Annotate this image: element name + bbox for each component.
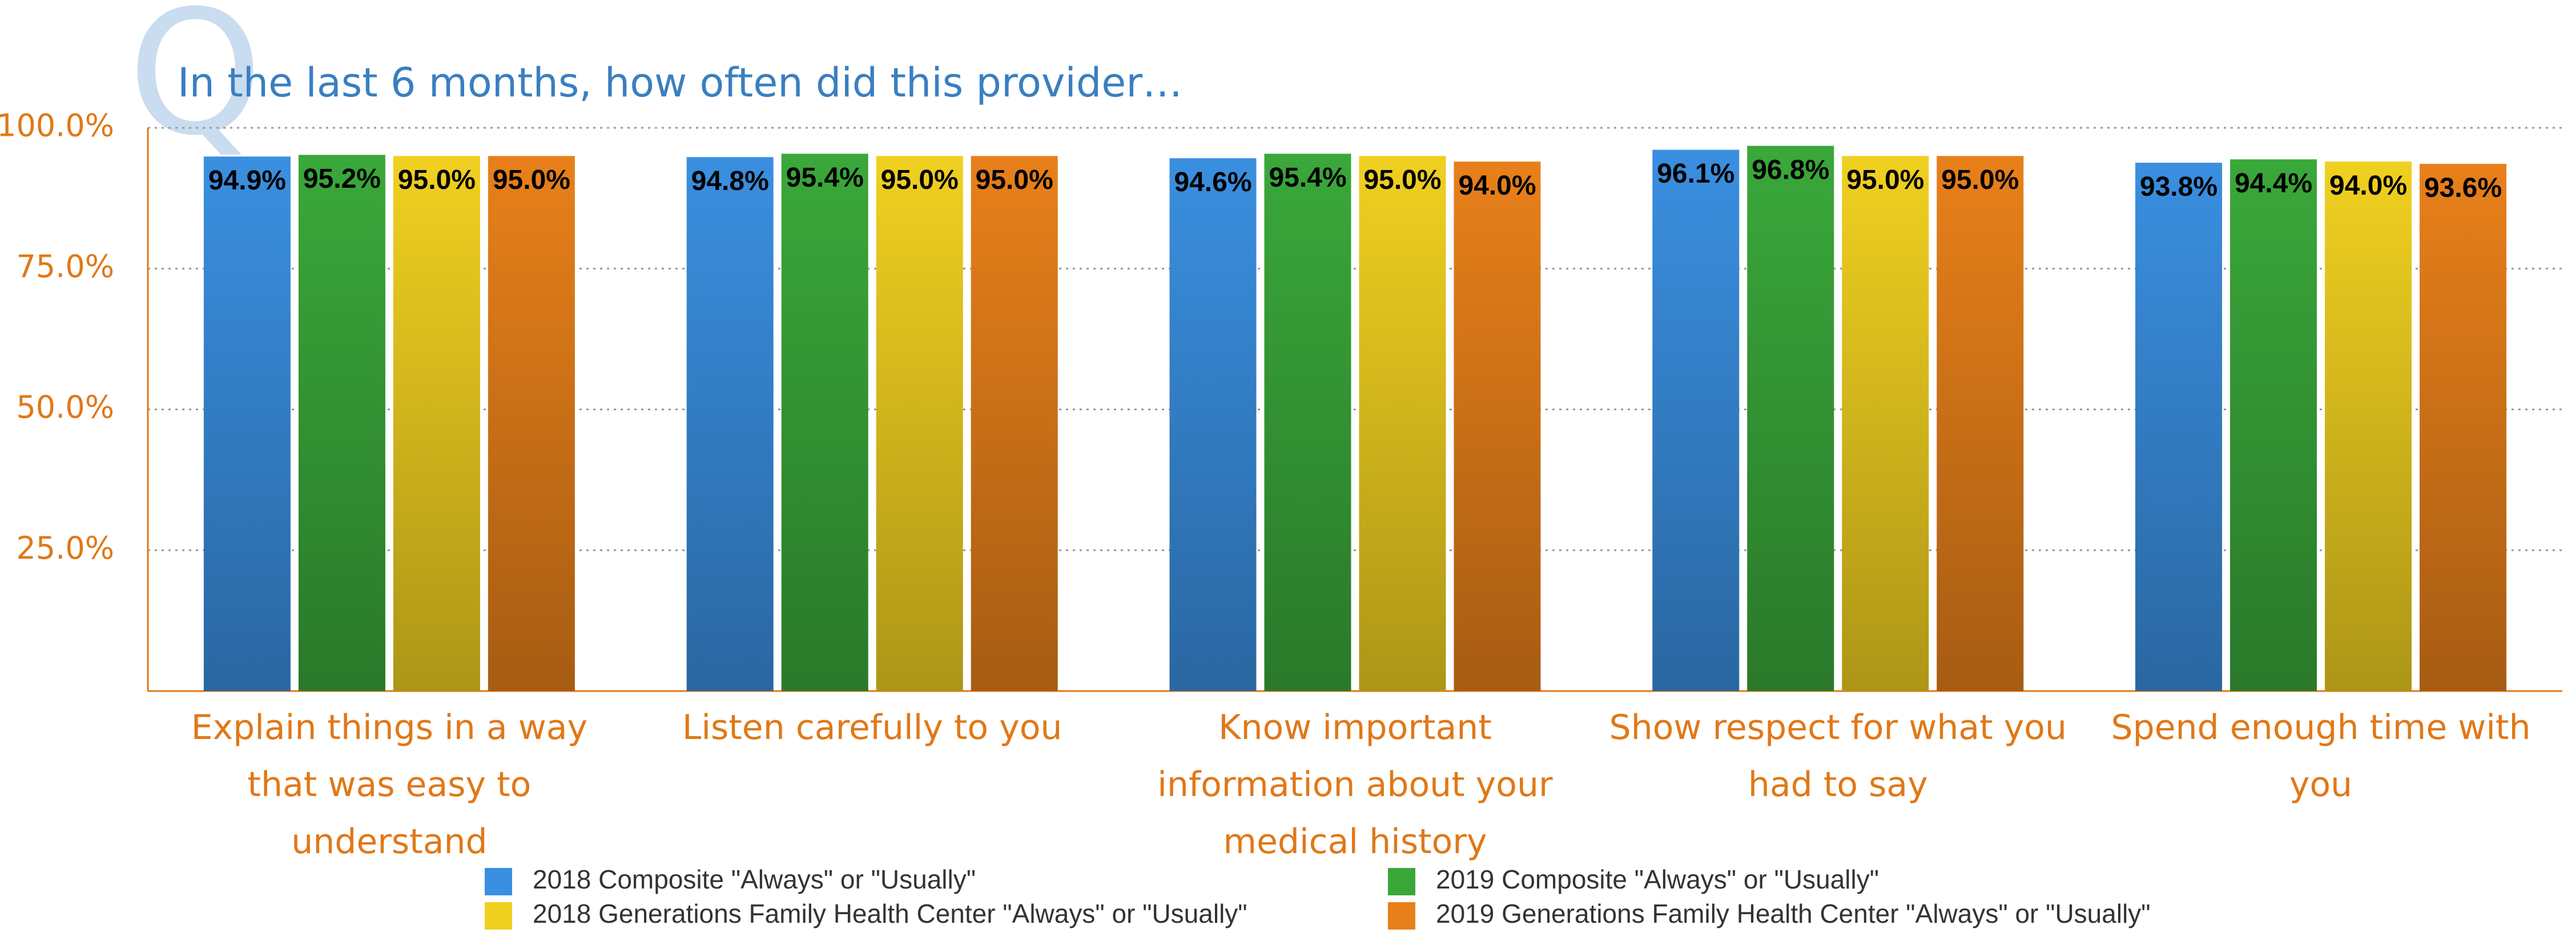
x-tick-label: Listen carefully to you	[682, 708, 1062, 748]
x-tick-label: Show respect for what you had to say	[1609, 708, 2067, 805]
bar-shade	[1454, 161, 1541, 692]
y-tick-label: 100.0%	[0, 108, 114, 144]
data-label: 95.0%	[976, 165, 1053, 195]
legend-label: 2018 Generations Family Health Center "A…	[533, 899, 1247, 928]
bar-shade	[2420, 164, 2507, 692]
bar-shade	[393, 156, 480, 692]
data-label: 95.0%	[398, 165, 476, 195]
x-tick-label: Know important information about your me…	[1157, 708, 1553, 862]
bar-shade	[488, 156, 575, 692]
bar-shade	[1169, 158, 1257, 692]
data-label: 95.4%	[1269, 163, 1346, 193]
data-label: 95.0%	[1846, 165, 1924, 195]
data-label: 95.0%	[493, 165, 570, 195]
bar-shade	[2325, 161, 2412, 692]
legend-label: 2018 Composite "Always" or "Usually"	[533, 865, 976, 894]
legend-label: 2019 Generations Family Health Center "A…	[1436, 899, 2151, 928]
data-label: 93.8%	[2140, 172, 2217, 202]
data-label: 94.6%	[1174, 167, 1251, 197]
y-tick-label: 50.0%	[16, 389, 114, 425]
data-label: 95.4%	[786, 163, 864, 193]
legend-swatch-color	[485, 868, 512, 895]
data-label: 95.0%	[1363, 165, 1441, 195]
bar-shade	[1747, 146, 1834, 692]
legend-swatch-color	[1388, 868, 1415, 895]
data-label: 94.0%	[2329, 171, 2407, 201]
bar-shade	[2135, 163, 2223, 692]
chart-title: In the last 6 months, how often did this…	[178, 59, 1182, 106]
data-label: 95.2%	[303, 164, 381, 194]
data-label: 94.0%	[1458, 171, 1536, 201]
data-label: 94.9%	[208, 165, 286, 196]
bar-shade	[1359, 156, 1446, 692]
bar-shade	[1652, 150, 1740, 691]
y-tick-label: 75.0%	[16, 248, 114, 284]
bar-shade	[1264, 154, 1351, 692]
bar-shade	[876, 156, 963, 692]
bar-shade	[781, 154, 868, 692]
data-label: 95.0%	[1941, 165, 2019, 195]
bar-shade	[1937, 156, 2024, 692]
data-label: 96.8%	[1752, 155, 1829, 185]
data-label: 95.0%	[881, 165, 959, 195]
legend-swatch-color	[1388, 902, 1415, 930]
watermark: Q	[128, 0, 263, 173]
bar-shade	[203, 156, 291, 691]
bar-shade	[686, 157, 774, 692]
bar-shade	[2230, 159, 2317, 692]
legend-label: 2019 Composite "Always" or "Usually"	[1436, 865, 1879, 894]
bar-shade	[971, 156, 1058, 692]
y-tick-label: 25.0%	[16, 530, 114, 566]
data-label: 93.6%	[2424, 173, 2502, 203]
x-tick-label: Spend enough time with you	[2111, 708, 2531, 805]
x-tick-label: Explain things in a way that was easy to…	[191, 708, 588, 862]
bar-shade	[1842, 156, 1929, 692]
legend-swatch-color	[485, 902, 512, 930]
data-label: 96.1%	[1657, 159, 1734, 189]
bar-shade	[298, 155, 385, 692]
data-label: 94.8%	[691, 166, 769, 196]
data-label: 94.4%	[2235, 168, 2312, 199]
